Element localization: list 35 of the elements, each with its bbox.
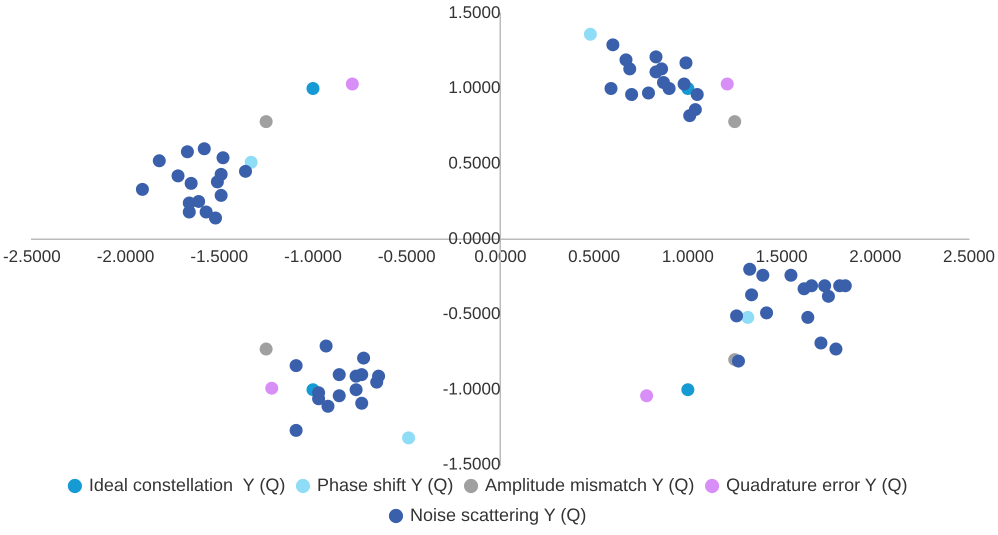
x-tick-label: 0.5000	[568, 246, 620, 266]
legend-label: Ideal constellation Y (Q)	[88, 474, 286, 495]
x-tick-label: 0.0000	[474, 246, 526, 266]
x-tick-label: -0.5000	[378, 246, 436, 266]
x-tick-label: 1.5000	[756, 246, 808, 266]
y-tick-label: 1.0000	[448, 78, 500, 98]
legend-label: Quadrature error Y (Q)	[726, 474, 908, 495]
point	[584, 28, 597, 41]
x-tick-label: 2.5000	[943, 246, 995, 266]
x-tick-label: 1.0000	[662, 246, 714, 266]
y-tick-label: -1.5000	[442, 454, 500, 474]
legend-label: Amplitude mismatch Y (Q)	[485, 474, 694, 495]
x-tick-label: -1.5000	[190, 246, 248, 266]
point	[265, 382, 278, 395]
legend-label: Noise scattering Y (Q)	[410, 504, 586, 525]
point	[260, 115, 273, 128]
point	[306, 82, 320, 95]
point	[720, 77, 734, 90]
y-tick-label: 0.0000	[448, 228, 500, 248]
y-tick-label: -0.5000	[442, 304, 500, 324]
x-tick-label: -1.0000	[284, 246, 342, 266]
point	[681, 383, 694, 396]
x-tick-label: -2.0000	[96, 246, 154, 266]
x-tick-label: -2.5000	[2, 246, 61, 266]
point	[346, 77, 359, 90]
point	[728, 115, 742, 128]
y-tick-label: -1.0000	[442, 379, 500, 398]
point	[260, 342, 273, 356]
legend-label: Phase shift Y (Q)	[316, 474, 454, 495]
point	[402, 431, 416, 444]
y-tick-label: 1.5000	[448, 2, 500, 22]
y-tick-label: 0.5000	[448, 153, 500, 172]
point	[741, 310, 754, 324]
x-tick-label: 2.0000	[849, 246, 902, 266]
point	[640, 389, 654, 402]
